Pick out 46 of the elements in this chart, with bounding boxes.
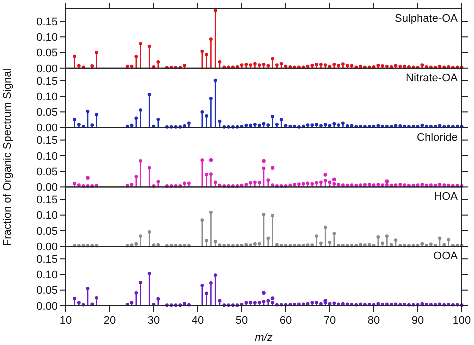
y-tick-label: 0.05 [36,226,58,238]
y-axis-title: Fraction of Organic Spectrum Signal [2,68,14,246]
x-tick-label: 30 [148,315,160,327]
point [209,158,214,162]
y-tick-label: 0.10 [36,32,58,44]
x-tick-label: 40 [192,315,204,327]
y-tick-label: 0.10 [36,210,58,222]
point [332,178,336,182]
y-tick-label: 0.05 [36,107,58,120]
point [270,166,275,170]
y-tick-label: 0.00 [36,63,58,76]
x-tick-label: 60 [280,315,292,327]
chart-title: OOA [434,250,459,263]
x-axis-title: m/z [255,332,274,344]
x-tick-label: 90 [412,315,424,327]
y-tick-label: 0.05 [36,48,58,60]
point [262,159,266,164]
y-tick-label: 0.15 [36,254,58,266]
x-tick-label: 10 [60,315,72,327]
point [270,296,275,300]
x-tick-label: 80 [368,315,380,327]
x-tick-label: 70 [324,315,336,327]
chart-title: HOA [434,191,459,204]
y-tick-label: 0.05 [36,285,58,298]
y-tick-label: 0.15 [36,16,58,28]
x-tick-label: 20 [104,315,116,327]
y-tick-label: 0.00 [36,122,58,135]
y-tick-label: 0.10 [36,91,58,104]
y-tick-label: 0.05 [36,166,58,178]
chart-title: Chloride [417,132,458,144]
y-tick-label: 0.15 [36,194,58,207]
chart-title: Nitrate-OA [406,72,459,84]
y-tick-label: 0.00 [36,300,58,313]
point [262,291,266,296]
point [324,173,328,177]
chart-title: Sulphate-OA [395,13,459,25]
y-tick-label: 0.00 [36,182,58,194]
point [86,176,90,180]
x-tick-label: 50 [236,315,248,327]
y-tick-label: 0.15 [36,135,58,148]
y-tick-label: 0.15 [36,76,58,88]
y-tick-label: 0.10 [36,150,58,163]
point [385,180,390,184]
y-tick-label: 0.00 [36,241,58,254]
x-tick-label: 100 [452,315,472,327]
y-tick-label: 0.10 [36,270,58,282]
